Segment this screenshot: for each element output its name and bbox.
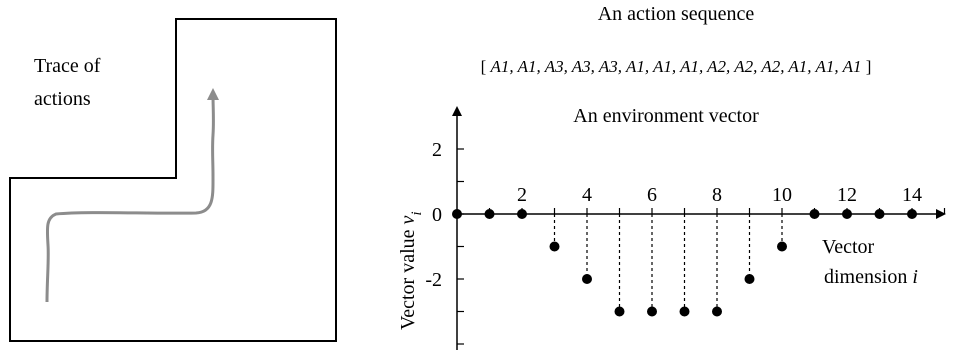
data-point	[809, 209, 820, 219]
x-tick-label: 10	[772, 184, 792, 206]
sequence-action-13: A1,	[814, 57, 842, 76]
sequence-action-12: A1,	[787, 57, 815, 76]
data-point	[582, 274, 592, 284]
x-tick-label: 4	[582, 184, 592, 206]
sequence-title: An action sequence	[598, 3, 755, 25]
data-point	[549, 241, 560, 252]
data-point	[874, 209, 885, 219]
data-point	[744, 274, 755, 284]
environment-panel: Trace of actions	[9, 18, 337, 342]
x-axis-label-line2: dimension i	[824, 266, 918, 288]
action-sequence-panel: An action sequence [ A1, A1, A3, A3, A3,…	[481, 3, 872, 76]
x-axis-label-var: i	[912, 266, 918, 288]
data-point	[842, 209, 852, 219]
y-axis-label: Vector value vi	[397, 211, 425, 330]
data-point	[647, 306, 657, 317]
sequence-action-10: A2,	[733, 57, 761, 76]
x-axis-label-text: dimension	[824, 266, 912, 288]
sequence-action-11: A2,	[760, 57, 788, 76]
data-point	[614, 306, 625, 317]
data-point	[679, 306, 690, 317]
y-axis-label-text: Vector value	[397, 224, 419, 330]
sequence-action-1: A1,	[490, 57, 518, 76]
sequence-action-4: A3,	[571, 57, 599, 76]
x-tick-label: 12	[837, 184, 857, 206]
sequence-action-3: A3,	[544, 57, 572, 76]
y-axis-label-sub: i	[409, 211, 425, 215]
data-point	[484, 209, 495, 219]
sequence-action-6: A1,	[625, 57, 653, 76]
sequence-open-bracket: [	[481, 57, 491, 76]
data-point	[452, 209, 462, 219]
y-tick-label: -2	[425, 269, 442, 291]
sequence-close-bracket: ]	[861, 57, 871, 76]
action-sequence: [ A1, A1, A3, A3, A3, A1, A1, A1, A2, A2…	[481, 57, 872, 76]
sequence-action-7: A1,	[652, 57, 680, 76]
x-tick-label: 6	[647, 184, 657, 206]
data-point	[777, 241, 787, 252]
sequence-action-9: A2,	[706, 57, 734, 76]
chart-title: An environment vector	[573, 105, 759, 127]
sequence-action-5: A3,	[598, 57, 626, 76]
x-tick-label: 8	[712, 184, 722, 206]
sequence-action-2: A1,	[517, 57, 545, 76]
environment-outline	[9, 18, 337, 342]
data-point	[907, 209, 917, 219]
x-tick-label: 14	[902, 184, 922, 206]
data-point	[712, 306, 722, 317]
trace-label-line2: actions	[34, 88, 91, 110]
x-axis-label-line1: Vector	[822, 236, 875, 258]
y-tick-label: 2	[432, 139, 442, 161]
y-axis-label-var: v	[397, 215, 419, 224]
action-trace	[45, 88, 220, 303]
sequence-action-8: A1,	[679, 57, 707, 76]
sequence-action-14: A1	[842, 57, 862, 76]
x-tick-label: 2	[517, 184, 527, 206]
data-point	[517, 209, 527, 219]
y-tick-label: 0	[432, 204, 442, 226]
trace-label-line1: Trace of	[34, 55, 101, 77]
environment-vector-chart: An environment vector Vector value vi Ve…	[397, 105, 946, 350]
